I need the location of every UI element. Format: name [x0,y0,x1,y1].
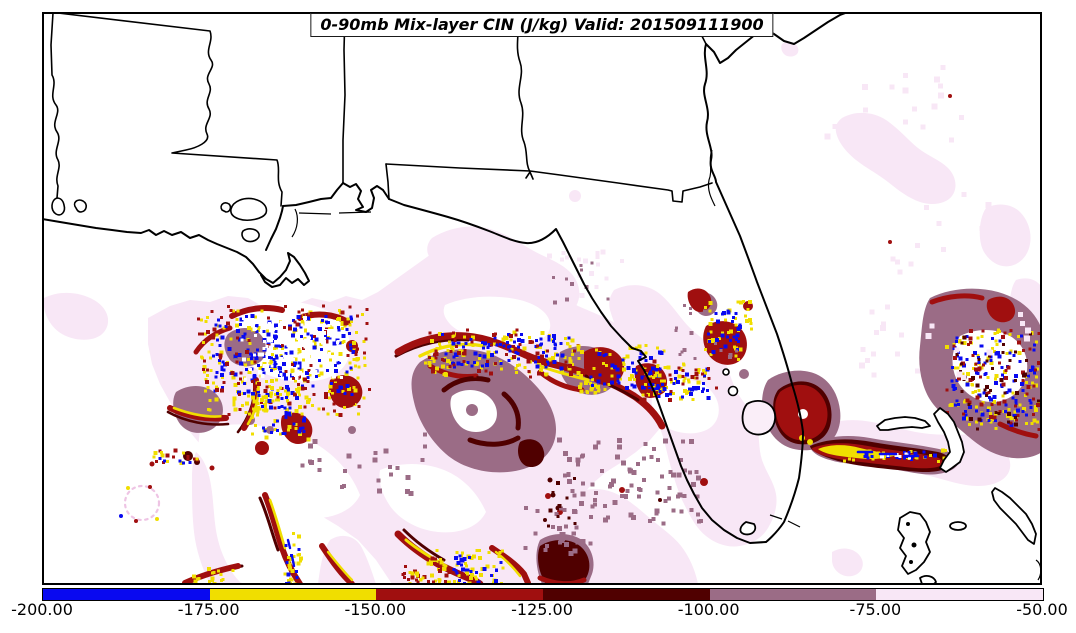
colorbar-segment-blue [43,589,210,600]
colorbar-tick-label: -175.00 [177,600,240,619]
colorbar-segment-pale-pink [876,589,1044,600]
coastlines-and-borders [43,13,1041,584]
colorbar-segment-mauve [709,589,877,600]
colorbar-tick-label: -200.00 [11,600,73,619]
colorbar-tick-label: -75.00 [849,600,902,619]
colorbar-tick-label: -125.00 [511,600,573,619]
cin-data-field [43,13,1041,584]
plot-title-box: 0-90mb Mix-layer CIN (J/kg) Valid: 20150… [310,13,774,37]
colorbar-tick-label: -150.00 [344,600,407,619]
cin-speckles [152,65,1041,584]
colorbar [42,588,1044,601]
plot-title: 0-90mb Mix-layer CIN (J/kg) Valid: 20150… [320,15,764,34]
colorbar-segment-dark-maroon [543,589,710,600]
colorbar-tick-label: -100.00 [677,600,740,619]
colorbar-tick-label: -50.00 [1016,600,1068,619]
colorbar-segment-firebrick [376,589,544,600]
colorbar-segment-yellow [209,589,377,600]
colorbar-tick-labels: -200.00 -175.00 -150.00 -125.00 -100.00 -75.0… [11,600,1068,622]
